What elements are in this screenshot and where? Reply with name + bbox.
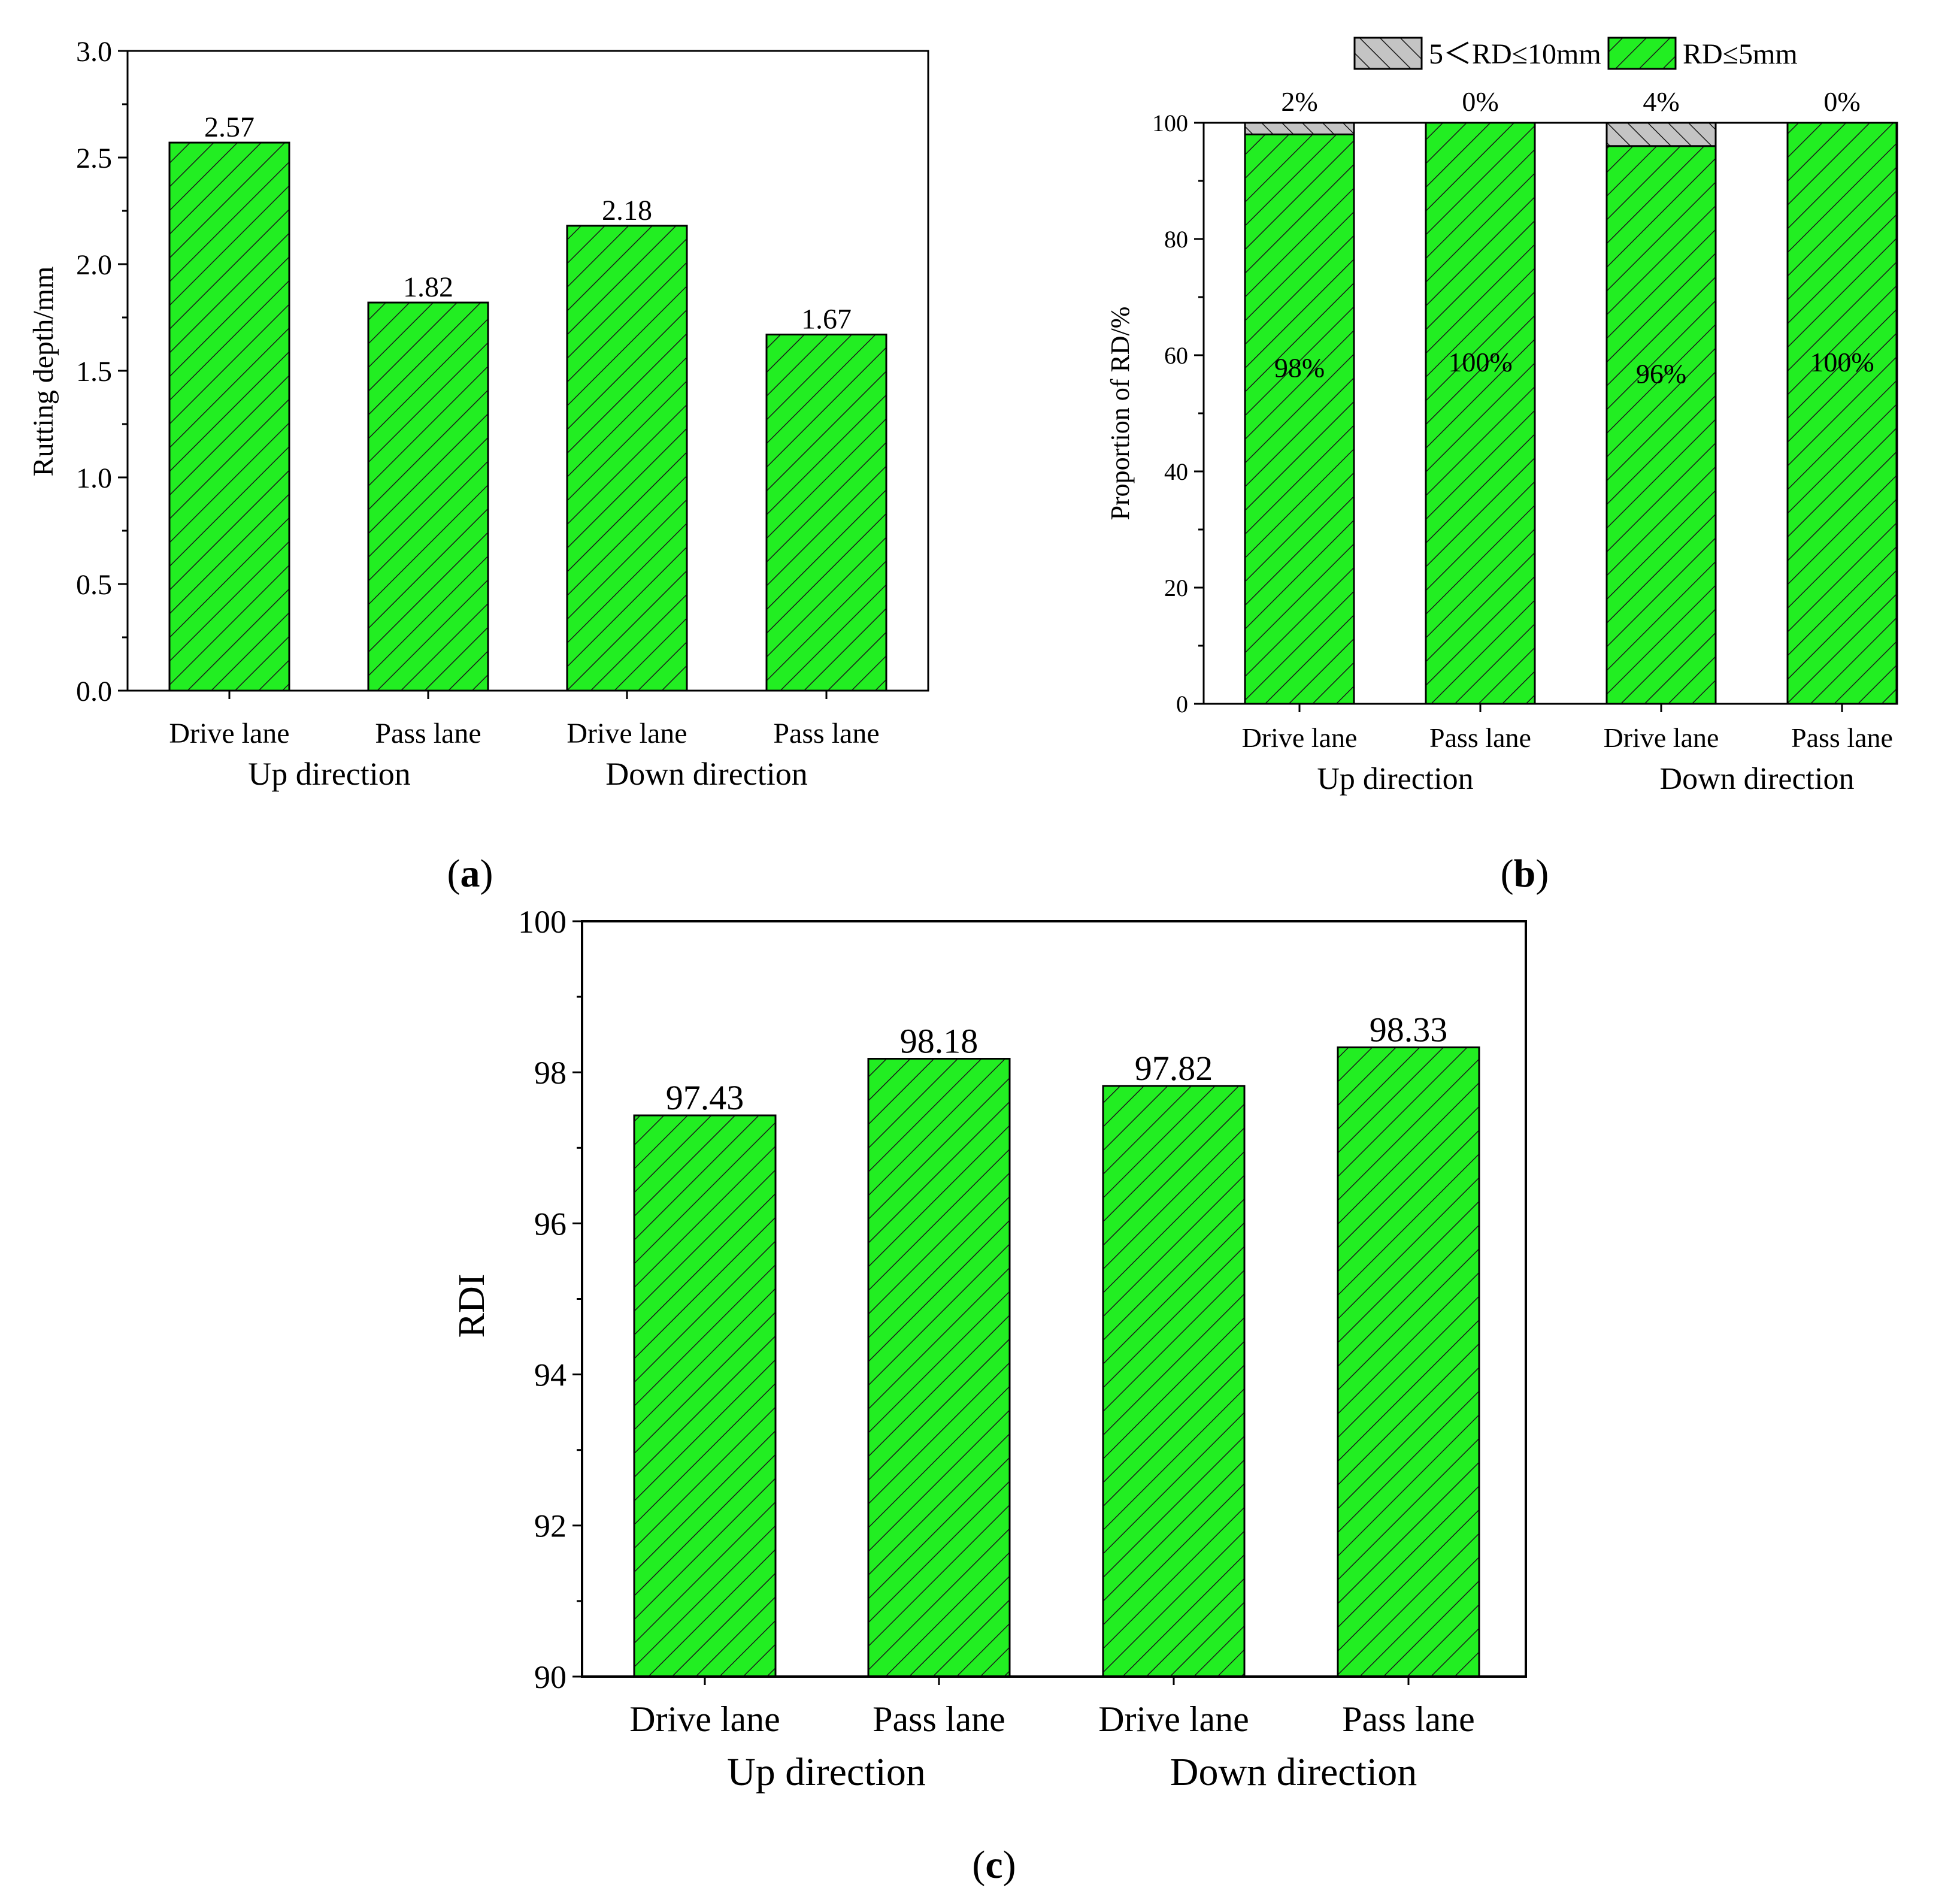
y-tick-label: 100: [518, 904, 567, 940]
bar-value-label: 98.18: [900, 1022, 979, 1061]
x-category-label: Drive lane: [1242, 722, 1358, 753]
x-category-label: Pass lane: [873, 1699, 1005, 1739]
x-category-label: Pass lane: [1791, 722, 1893, 753]
panel-a-y-axis-label: Rutting depth/mm: [28, 267, 59, 477]
y-tick-label: 60: [1164, 342, 1188, 369]
bar: [1337, 1046, 1480, 1678]
panel-a-label: (a): [447, 852, 493, 895]
x-category-label: Drive lane: [1098, 1699, 1249, 1739]
bar-inner-percent-label: 100%: [1810, 347, 1874, 377]
bar: [367, 301, 489, 692]
x-category-label: Pass lane: [375, 718, 481, 749]
panel-b-y-axis-label: Proportion of RD/%: [1105, 307, 1135, 521]
x-group-label: Down direction: [1660, 762, 1855, 796]
panel-c-y-axis-label: RDI: [452, 1274, 492, 1338]
panel-b-ticks: 0 20 40 60 80 100: [1152, 110, 1843, 718]
y-tick-label: 100: [1152, 110, 1188, 137]
bar: [1102, 1085, 1246, 1678]
y-tick-label: 94: [534, 1357, 567, 1393]
bar-inner-percent-label: 100%: [1448, 347, 1512, 377]
bar: [867, 1058, 1011, 1678]
panel-b-plot-frame: [1202, 122, 1898, 705]
bar-top-percent-label: 0%: [1823, 86, 1860, 117]
y-tick-label: 1.5: [76, 356, 112, 388]
x-category-label: Pass lane: [773, 718, 879, 749]
x-group-label: Up direction: [1317, 762, 1473, 796]
legend-label-5-10mm: 5＜RD≤10mm: [1429, 38, 1601, 70]
panel-c-label: (c): [972, 1843, 1016, 1887]
panel-a-bars: 2.57 Drive lane 1.82 Pass lane 2.18 Drive lan…: [168, 111, 887, 749]
panel-a-ticks: 0.0 0.5 1.0 1.5 2.0 2.5 3.0: [76, 36, 828, 707]
panel-a-rutting-depth: 2.57 Drive lane 1.82 Pass lane 2.18 Drive lan…: [28, 36, 929, 895]
x-group-label: Up direction: [248, 756, 410, 792]
x-group-label: Down direction: [605, 756, 807, 792]
panel-a-plot-frame: [126, 50, 929, 692]
y-tick-label: 2.0: [76, 249, 112, 281]
bar-value-label: 97.82: [1135, 1049, 1213, 1088]
bar: [566, 225, 688, 692]
bar-top-percent-label: 4%: [1643, 86, 1679, 117]
panel-b-rd-proportion: 5＜RD≤10mm RD≤5mm 98% 2% Drive lane 100% 0% Pa…: [1105, 37, 1898, 895]
bar-value-label: 1.82: [403, 271, 453, 303]
panel-b-legend: 5＜RD≤10mm RD≤5mm: [1353, 37, 1798, 70]
y-tick-label: 96: [534, 1206, 567, 1242]
bar-rd-le-5mm: [1244, 133, 1355, 705]
legend-swatch-green: [1607, 37, 1677, 70]
panel-c-ticks: 90 92 94 96 98 100: [518, 904, 1410, 1695]
bar-rd-5-10mm: [1244, 122, 1355, 135]
y-tick-label: 0.5: [76, 569, 112, 601]
panel-b-bars: 98% 2% Drive lane 100% 0% Pass lane 96% 4% Drive…: [1242, 86, 1898, 753]
bar-value-label: 97.43: [666, 1078, 744, 1117]
bar-value-label: 2.57: [204, 111, 255, 143]
y-tick-label: 98: [534, 1055, 567, 1091]
x-category-label: Drive lane: [169, 718, 289, 749]
y-tick-label: 0: [1176, 691, 1188, 718]
y-tick-label: 40: [1164, 458, 1188, 485]
legend-swatch-gray: [1353, 37, 1423, 70]
y-tick-label: 1.0: [76, 462, 112, 494]
y-tick-label: 0.0: [76, 676, 112, 707]
x-group-label: Up direction: [727, 1750, 926, 1794]
x-category-label: Pass lane: [1429, 722, 1531, 753]
y-tick-label: 20: [1164, 574, 1188, 601]
bar-inner-percent-label: 96%: [1636, 358, 1686, 389]
panel-c-bars: 97.43 Drive lane 98.18 Pass lane 97.82 Drive …: [629, 1011, 1480, 1739]
bar-value-label: 2.18: [602, 195, 652, 226]
y-tick-label: 3.0: [76, 36, 112, 68]
panel-c-rdi: 97.43 Drive lane 98.18 Pass lane 97.82 Drive …: [452, 904, 1527, 1887]
bar: [168, 141, 290, 692]
x-category-label: Pass lane: [1342, 1699, 1475, 1739]
x-group-label: Down direction: [1170, 1750, 1417, 1794]
bar-top-percent-label: 0%: [1462, 86, 1498, 117]
legend-label-le-5mm: RD≤5mm: [1683, 38, 1798, 70]
bar-rd-le-5mm: [1605, 145, 1717, 705]
bar: [633, 1114, 777, 1678]
y-tick-label: 2.5: [76, 143, 112, 174]
bar-value-label: 98.33: [1370, 1011, 1448, 1049]
panel-b-label: (b): [1501, 852, 1549, 895]
x-category-label: Drive lane: [1604, 722, 1719, 753]
x-category-label: Drive lane: [629, 1699, 780, 1739]
y-tick-label: 80: [1164, 226, 1188, 253]
bar-value-label: 1.67: [801, 303, 852, 335]
bar-top-percent-label: 2%: [1281, 86, 1317, 117]
x-category-label: Drive lane: [567, 718, 687, 749]
bar-rd-le-5mm: [1786, 122, 1898, 705]
bar-inner-percent-label: 98%: [1274, 353, 1325, 383]
bar-rd-5-10mm: [1605, 122, 1717, 147]
y-tick-label: 92: [534, 1508, 567, 1544]
panel-c-plot-frame: [581, 920, 1527, 1678]
bar: [765, 333, 887, 692]
bar-rd-le-5mm: [1425, 122, 1536, 705]
y-tick-label: 90: [534, 1659, 567, 1695]
